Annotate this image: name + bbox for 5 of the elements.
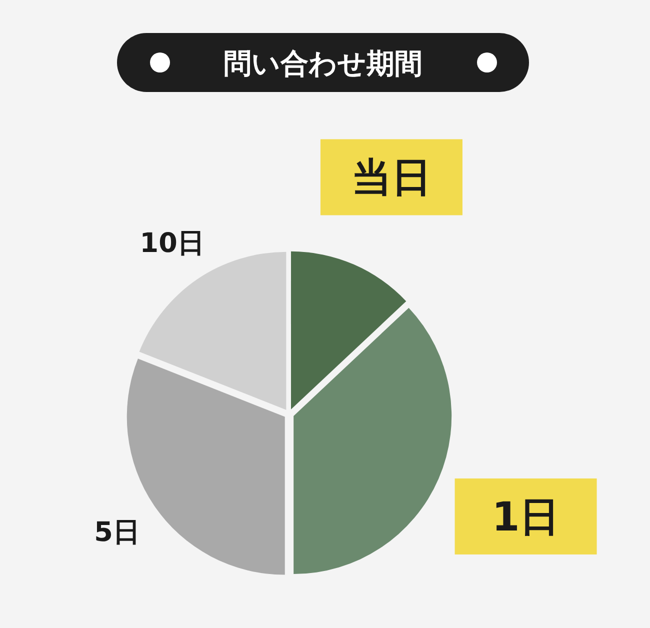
slice-label: 当日	[351, 155, 432, 202]
title: 問い合わせ期間	[224, 47, 422, 80]
slice-label: 5日	[94, 516, 140, 548]
slice-label: 10日	[140, 228, 204, 259]
slice-label: 1日	[492, 494, 560, 540]
